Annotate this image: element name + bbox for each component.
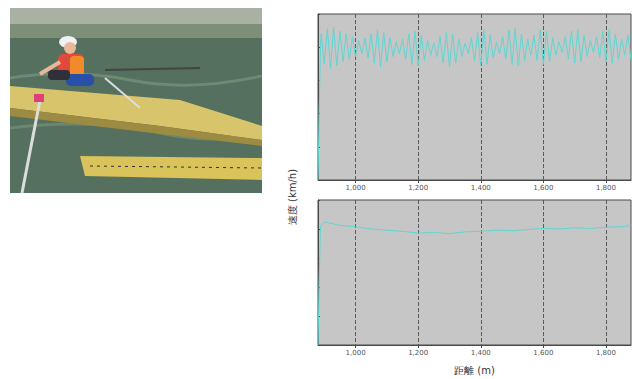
svg-text:速度 (km/h): 速度 (km/h) <box>287 169 298 225</box>
svg-text:距離 (m): 距離 (m) <box>454 365 495 376</box>
svg-text:1,400: 1,400 <box>471 349 491 357</box>
svg-text:1,800: 1,800 <box>596 184 616 192</box>
svg-text:1,200: 1,200 <box>408 349 428 357</box>
svg-text:1,000: 1,000 <box>346 184 366 192</box>
svg-text:1,400: 1,400 <box>471 184 491 192</box>
svg-text:1,600: 1,600 <box>533 349 553 357</box>
svg-text:1,600: 1,600 <box>533 184 553 192</box>
svg-text:1,800: 1,800 <box>596 349 616 357</box>
svg-text:1,000: 1,000 <box>346 349 366 357</box>
svg-text:1,200: 1,200 <box>408 184 428 192</box>
